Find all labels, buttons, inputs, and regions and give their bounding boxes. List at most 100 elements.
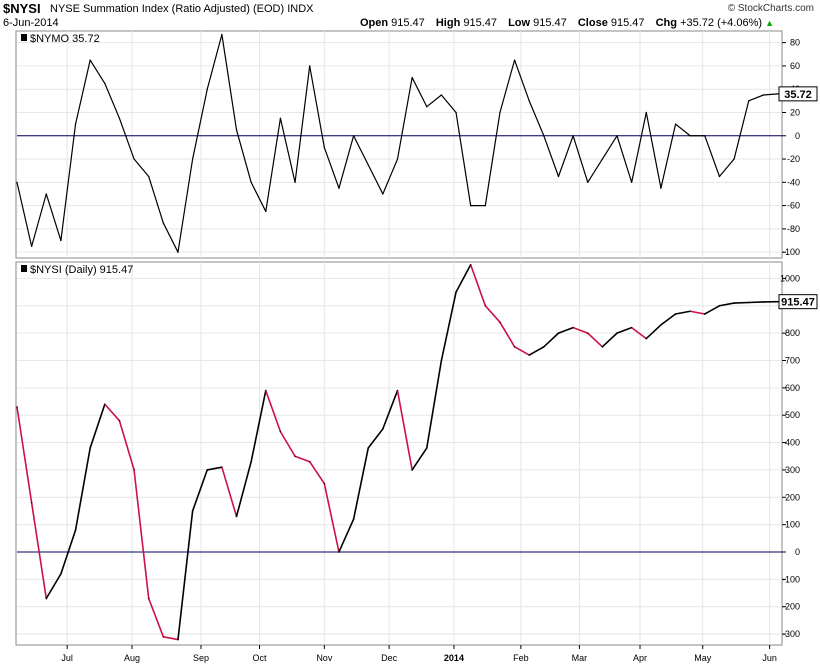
nymo-data-point: [177, 251, 179, 253]
open-value: 915.47: [391, 17, 425, 29]
nymo-data-point: [352, 135, 355, 137]
nysi-line-segment: [89, 403, 106, 449]
x-tick-label: Feb: [513, 653, 529, 663]
nysi-data-point: [440, 359, 443, 362]
nymo-data-point: [572, 135, 574, 137]
nymo-ytick-label: 60: [790, 61, 800, 71]
nymo-panel: 806040200-20-40-60-80-100$NYMO 35.7235.7…: [15, 30, 818, 259]
nysi-data-point: [323, 482, 325, 485]
nysi-line-segment: [601, 332, 618, 348]
nymo-data-point: [323, 146, 325, 149]
nymo-line-segment: [162, 222, 179, 253]
nysi-last-value-box: [778, 294, 818, 310]
nysi-line-segment: [264, 389, 282, 433]
nysi-line-segment: [235, 460, 252, 518]
x-tick-label: Dec: [381, 653, 398, 663]
nymo-line-segment: [367, 164, 384, 195]
nysi-line-segment: [308, 460, 326, 485]
nysi-line-segment: [455, 263, 472, 293]
x-tick-label: Sep: [193, 653, 209, 663]
nysi-data-point: [631, 327, 633, 329]
nysi-data-point: [748, 301, 750, 304]
nysi-line-segment: [747, 301, 765, 304]
nysi-data-point: [367, 447, 369, 449]
nysi-line-segment: [352, 447, 370, 520]
nysi-data-point: [601, 346, 603, 348]
symbol-description: NYSE Summation Index (Ratio Adjusted) (E…: [50, 3, 314, 15]
nysi-line-segment: [74, 447, 91, 531]
nymo-data-point: [543, 135, 545, 137]
x-tick-label: Aug: [124, 653, 140, 663]
nymo-data-point: [762, 94, 764, 96]
nysi-ytick-label: 500: [785, 410, 800, 420]
nymo-line-segment: [16, 181, 33, 247]
nysi-data-point: [572, 327, 574, 329]
nysi-ytick-label: 800: [785, 328, 800, 338]
nymo-last-value-tag: 35.72: [784, 89, 812, 101]
nymo-data-point: [470, 205, 472, 207]
copyright-text: © StockCharts.com: [727, 3, 814, 14]
nysi-data-point: [89, 447, 91, 449]
nysi-line-segment: [440, 291, 457, 362]
nysi-ytick-label: 400: [785, 438, 800, 448]
nymo-line-segment: [74, 59, 91, 125]
nymo-line-segment: [499, 59, 516, 114]
nymo-data-point: [748, 100, 750, 102]
close-value: 915.47: [610, 17, 645, 29]
nysi-line-segment: [586, 332, 604, 348]
nymo-last-value-box: [778, 86, 818, 102]
nymo-ytick-label: 20: [790, 107, 800, 117]
nysi-legend-swatch: [21, 265, 27, 272]
nysi-line-segment: [513, 346, 531, 356]
nymo-ytick-label: -20: [787, 154, 800, 164]
nysi-data-point: [762, 301, 764, 303]
nymo-data-point: [16, 181, 18, 183]
nymo-line-segment: [748, 94, 764, 102]
nymo-line-segment: [89, 59, 106, 84]
nysi-data-point: [396, 389, 399, 392]
nysi-line-segment: [104, 403, 121, 422]
nymo-line-segment: [221, 33, 238, 131]
nymo-data-point: [192, 158, 194, 160]
nymo-line-segment: [543, 135, 560, 178]
x-tick-label: Jul: [61, 653, 73, 663]
nymo-line-segment: [279, 117, 296, 183]
x-tick-label: Mar: [572, 653, 588, 663]
nymo-data-point: [426, 106, 428, 108]
nysi-line-segment: [630, 326, 648, 340]
nymo-data-point: [718, 175, 721, 178]
nymo-data-point: [631, 181, 633, 183]
nymo-data-point: [162, 222, 164, 224]
nysi-line-segment: [191, 469, 209, 512]
nysi-data-point: [235, 515, 238, 518]
nymo-line-segment: [265, 117, 282, 213]
nymo-data-point: [777, 93, 779, 95]
nymo-data-point: [733, 158, 735, 160]
nymo-line-segment: [45, 193, 62, 242]
nymo-data-point: [440, 94, 443, 96]
nysi-line-segment: [689, 310, 706, 315]
nysi-line-segment: [382, 389, 399, 430]
nymo-line-segment: [396, 76, 413, 160]
nymo-line-segment: [411, 76, 428, 108]
nysi-line-segment: [133, 469, 150, 600]
nymo-data-point: [587, 181, 589, 183]
nysi-line-segment: [323, 482, 340, 553]
nymo-data-point: [411, 76, 413, 79]
nysi-line-segment: [572, 326, 589, 334]
nysi-data-point: [148, 597, 150, 600]
nymo-ytick-label: 80: [790, 38, 800, 48]
description-text: NYSE Summation Index (Ratio Adjusted) (E…: [50, 3, 285, 15]
nysi-line-segment: [616, 326, 633, 334]
nysi-data-point: [279, 431, 282, 433]
nysi-line-segment: [528, 346, 545, 356]
nymo-line-segment: [704, 135, 721, 178]
nysi-line-segment: [16, 406, 33, 504]
nysi-data-point: [484, 305, 486, 307]
nysi-data-point: [192, 510, 194, 512]
nymo-line-segment: [616, 135, 633, 183]
nymo-data-point: [645, 111, 647, 114]
nymo-data-point: [89, 59, 91, 61]
nysi-data-point: [733, 302, 735, 304]
nymo-data-point: [484, 205, 486, 207]
